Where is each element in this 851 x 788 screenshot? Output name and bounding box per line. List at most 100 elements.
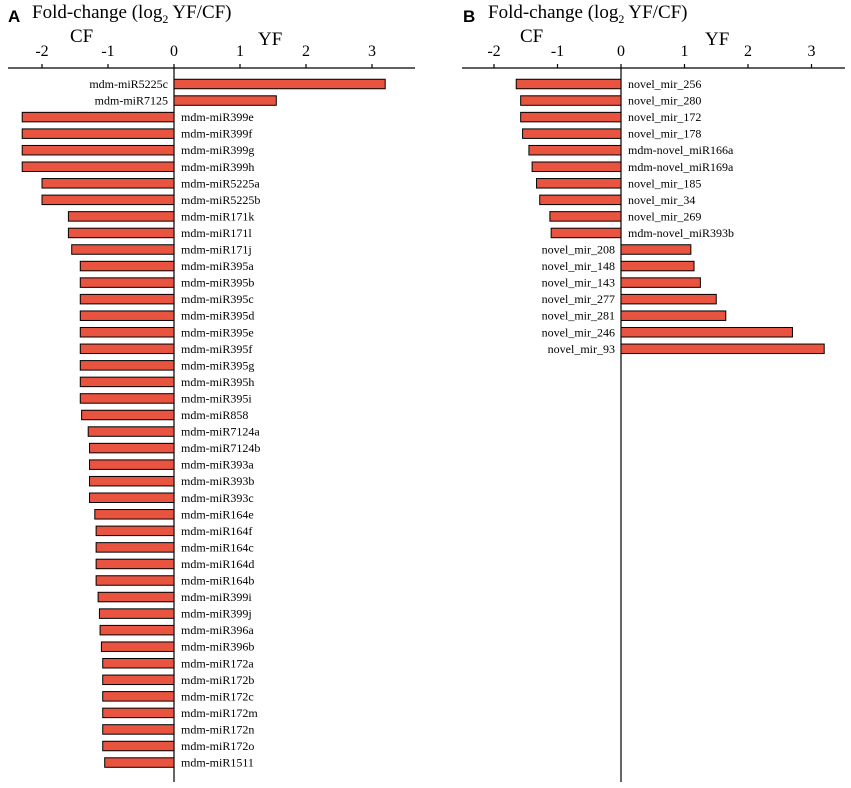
panel-b-title-main: Fold-change (log <box>488 2 619 23</box>
panel-b-bar <box>620 244 692 255</box>
panel-a-bar-label: mdm-miR395d <box>181 309 254 323</box>
panel-b-tick-label: 2 <box>744 43 752 60</box>
panel-b-bar-label: mdm-novel_miR166a <box>628 143 734 157</box>
panel-a-bar-label: mdm-miR393c <box>181 491 254 505</box>
panel-b-title-rest: YF/CF) <box>624 2 687 23</box>
panel-a-bar-label: mdm-miR5225b <box>181 193 260 207</box>
panel-a-bar-label: mdm-miR1511 <box>181 756 254 770</box>
panel-a-bar-label: mdm-miR164f <box>181 524 252 538</box>
panel-a-bar-label: mdm-miR399i <box>181 590 252 604</box>
panel-a-bar-label: mdm-miR171l <box>181 226 252 240</box>
panel-b-bar-label: novel_mir_148 <box>542 259 615 273</box>
panel-b-bar <box>536 178 622 189</box>
panel-a-bar-label: mdm-miR395f <box>181 342 252 356</box>
panel-a-bar-label: mdm-miR395i <box>181 391 252 405</box>
panel-a-bar-label: mdm-miR5225a <box>181 176 260 190</box>
panel-b-yf-label: YF <box>705 29 729 50</box>
panel-b-bar-label: novel_mir_280 <box>628 94 701 108</box>
panel-a-bar <box>89 442 175 454</box>
panel-b-bar-label: novel_mir_269 <box>628 209 701 223</box>
panel-a-bar <box>95 542 175 553</box>
panel-b-bar <box>550 227 622 239</box>
panel-a-bar-label: mdm-miR172m <box>181 706 258 720</box>
panel-a-bar <box>99 624 175 636</box>
panel-b-bar <box>620 293 717 305</box>
panel-a-bar <box>89 492 175 503</box>
panel-b-bar-label: novel_mir_246 <box>542 325 615 339</box>
panel-a-bar-label: mdm-miR164c <box>181 540 254 554</box>
panel-a-bar-label: mdm-miR399f <box>181 127 252 141</box>
panel-a-yf-label: YF <box>258 29 282 50</box>
panel-a-bar-label: mdm-miR171j <box>181 243 252 257</box>
panel-a-bar-label: mdm-miR396b <box>181 640 254 654</box>
panel-a-bar <box>173 95 277 106</box>
panel-a-bar <box>104 757 175 768</box>
panel-a-bar <box>79 376 175 388</box>
panel-b-tick-label: 1 <box>681 43 689 60</box>
panel-a-bar-label: mdm-miR393a <box>181 458 254 472</box>
panel-a-bar <box>79 360 175 371</box>
panel-b-tick-label: 3 <box>808 43 816 60</box>
panel-b-bar <box>620 260 695 272</box>
panel-a-bar <box>79 310 175 321</box>
panel-a-bar <box>98 608 175 619</box>
panel-b-title: Fold-change (log2 YF/CF) <box>488 2 688 26</box>
panel-a-bar <box>102 691 175 702</box>
panel-a-bar-label: mdm-miR395c <box>181 292 254 306</box>
panel-a-bar <box>79 293 175 305</box>
panel-a-bar-label: mdm-miR393b <box>181 474 254 488</box>
panel-a: A Fold-change (log2 YF/CF)CF YF-2 -1 0 1 2 3mdm… <box>8 2 415 782</box>
panel-a-bar-label: mdm-miR171k <box>181 209 254 223</box>
panel-b-bar <box>620 327 793 338</box>
panel-b-cf-label: CF <box>520 26 543 47</box>
panel-a-bar <box>79 343 175 355</box>
panel-a-bar <box>21 111 175 123</box>
panel-a-bar-label: mdm-miR395h <box>181 375 254 389</box>
panel-a-bar-label: mdm-miR172a <box>181 656 254 670</box>
panel-b-tick-label: 0 <box>617 43 625 60</box>
panel-a-bar <box>102 707 175 719</box>
panel-b-bar <box>539 194 622 206</box>
panel-b-bar <box>620 343 825 355</box>
panel-a-bar <box>100 641 175 652</box>
panel-a-bar-label: mdm-miR399h <box>181 160 254 174</box>
panel-b-bar-label: novel_mir_185 <box>628 176 701 190</box>
panel-a-bar-label: mdm-miR5225c <box>89 77 168 91</box>
panel-a-bar <box>21 161 175 172</box>
panel-a-bar <box>41 178 175 189</box>
panel-a-tick-label: 3 <box>368 43 376 60</box>
panel-b-bar-label: mdm-novel_miR393b <box>628 226 734 240</box>
panel-b-bar <box>528 144 622 156</box>
panel-b-bar-label: novel_mir_277 <box>542 292 615 306</box>
panel-a-bar-label: mdm-miR395b <box>181 276 254 290</box>
panel-a-bar-label: mdm-miR172c <box>181 689 254 703</box>
panel-a-bar-label: mdm-miR164d <box>181 557 254 571</box>
panel-b-bar-label: novel_mir_178 <box>628 127 701 141</box>
panel-a-bar <box>89 459 175 470</box>
panel-a-bar-label: mdm-miR172b <box>181 673 254 687</box>
panel-a-bar <box>102 674 175 686</box>
panel-a-bar <box>67 227 175 239</box>
panel-a-letter: A <box>8 7 20 26</box>
panel-a-bar <box>79 260 175 272</box>
panel-b-bar-label: mdm-novel_miR169a <box>628 160 734 174</box>
panel-a-bar-label: mdm-miR172o <box>181 739 254 753</box>
panel-a-bar <box>95 525 175 537</box>
panel-b-bar <box>620 277 701 288</box>
panel-a-bar-label: mdm-miR7125 <box>95 94 168 108</box>
panel-a-bar <box>79 277 175 288</box>
panel-a-bar <box>102 724 175 735</box>
panel-a-tick-label: 0 <box>170 43 178 60</box>
panel-b-letter: B <box>463 7 475 26</box>
panel-b-bar <box>549 211 622 222</box>
panel-b-bar-label: novel_mir_172 <box>628 110 701 124</box>
panel-a-bar <box>81 409 175 421</box>
panel-b-bar-label: novel_mir_256 <box>628 77 701 91</box>
panel-a-cf-label: CF <box>70 26 93 47</box>
panel-b-tick-label: -1 <box>551 43 564 60</box>
panel-a-bar-label: mdm-miR395a <box>181 259 254 273</box>
panel-a-bar <box>95 575 175 586</box>
panel-b-bar-label: novel_mir_281 <box>542 309 615 323</box>
panel-a-bar <box>97 591 175 603</box>
panel-a-bar <box>87 426 175 437</box>
